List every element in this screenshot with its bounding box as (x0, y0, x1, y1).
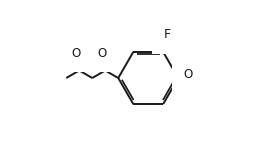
Text: O: O (71, 47, 80, 60)
Text: O: O (183, 68, 193, 81)
Text: F: F (164, 28, 171, 41)
Text: O: O (97, 47, 106, 60)
